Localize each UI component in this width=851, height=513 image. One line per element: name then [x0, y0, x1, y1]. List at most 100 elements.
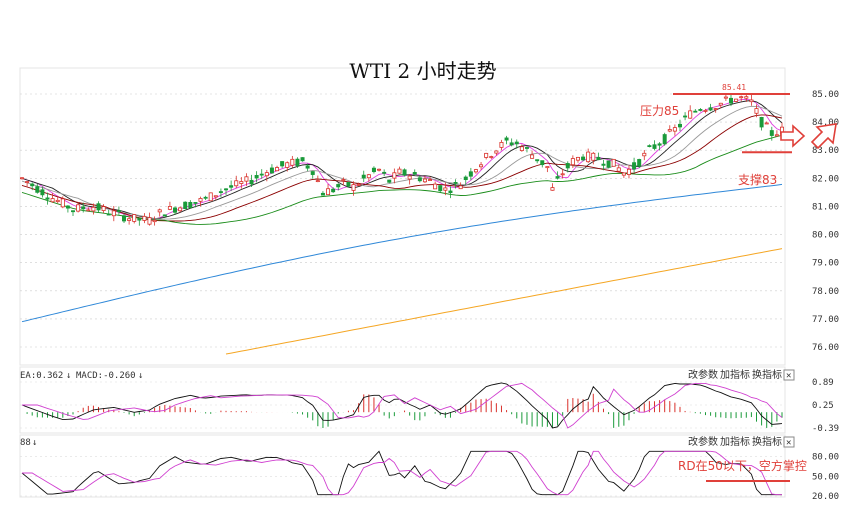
candle-body [167, 206, 172, 210]
macd-tick-label: -0.39 [812, 424, 839, 434]
candle-body [764, 122, 769, 125]
candle-body [708, 107, 713, 111]
rsi-close-icon: ✕ [786, 438, 791, 448]
macd-add-indicator[interactable]: 加指标 [720, 368, 750, 381]
candle-body [224, 188, 229, 191]
candle-body [473, 169, 478, 173]
candle-body [514, 141, 519, 145]
candle-body [142, 215, 147, 221]
macd-change-params[interactable]: 改参数 [688, 368, 718, 381]
candle-body [433, 183, 438, 190]
candle-body [310, 171, 315, 175]
candle-body [407, 175, 412, 180]
candle-body [754, 108, 759, 114]
candle-body [152, 219, 157, 223]
macd-panel [19, 366, 786, 434]
arrow-right-icon [780, 124, 806, 148]
macd-value-down-icon: ↓ [138, 371, 143, 381]
candle-body [19, 177, 24, 180]
candle-body [499, 142, 504, 148]
candle-body [596, 156, 601, 161]
rsi-add-indicator[interactable]: 加指标 [720, 435, 750, 448]
candle-body [45, 197, 50, 200]
candle-body [101, 206, 106, 211]
candle-body [178, 207, 183, 212]
rsi-label: 88 [20, 438, 31, 448]
rsi-d-line [22, 450, 782, 496]
candle-body [361, 174, 366, 179]
candle-body [555, 176, 560, 179]
candle-body [601, 163, 606, 166]
candle-body [698, 109, 703, 111]
y-tick-label: 84.00 [812, 118, 839, 128]
macd-close-box[interactable] [783, 369, 795, 381]
macd-switch-indicator[interactable]: 换指标 [752, 368, 782, 381]
candle-body [193, 202, 198, 204]
candle-body [453, 182, 458, 184]
support-label: 支撑83 [738, 172, 777, 187]
candle-body [382, 171, 387, 174]
candle-body [530, 154, 535, 159]
chart-title: WTI 2 小时走势 [349, 59, 496, 83]
candle-body [402, 169, 407, 176]
candle-body [662, 134, 667, 145]
macd-dif-line [21, 382, 783, 429]
candle-body [86, 209, 91, 212]
candle-body [65, 205, 70, 209]
candle-body [132, 214, 137, 222]
candle-body [55, 199, 60, 203]
candle-body [213, 195, 218, 198]
candle-body [412, 172, 417, 175]
candle-body [111, 210, 116, 217]
candle-body [468, 171, 473, 177]
candle-body [229, 185, 234, 188]
candle-body [759, 116, 764, 128]
candle-body [422, 178, 427, 183]
y-tick-label: 82.00 [812, 174, 839, 184]
macd-value-label: MACD:-0.260 [76, 371, 136, 381]
candle-body [218, 191, 223, 193]
candle-body [739, 96, 744, 99]
candle-body [657, 143, 662, 146]
macd-tick-label: 0.25 [812, 401, 834, 411]
rsi-annotation: RD在50以下，空方掌控 [678, 458, 807, 473]
candle-body [713, 108, 718, 110]
candle-body [81, 206, 86, 210]
candle-body [591, 152, 596, 161]
candle-body [280, 161, 285, 167]
candle-body [489, 156, 494, 158]
y-tick-label: 77.00 [812, 315, 839, 325]
candle-body [71, 210, 76, 213]
candle-body [356, 184, 361, 186]
candle-body [728, 97, 733, 104]
candle-body [734, 98, 739, 102]
candle-body [331, 188, 336, 193]
candle-body [540, 160, 545, 166]
candle-body [249, 179, 254, 185]
candle-body [703, 109, 708, 112]
rsi-down-icon: ↓ [32, 438, 37, 448]
candle-body [234, 180, 239, 187]
macd-tick-label: 0.89 [812, 378, 834, 388]
rsi-switch-indicator[interactable]: 换指标 [752, 435, 782, 448]
candle-body [183, 201, 188, 210]
candle-body [774, 134, 779, 137]
macd-close-icon: ✕ [786, 371, 791, 381]
candle-body [341, 179, 346, 181]
rsi-tick-label: 20.00 [812, 492, 839, 502]
candle-body [305, 165, 310, 169]
candle-body [91, 206, 96, 212]
candle-body [351, 184, 356, 191]
candle-body [769, 130, 774, 136]
candle-body [76, 204, 81, 212]
y-tick-label: 80.00 [812, 231, 839, 241]
candle-body [677, 123, 682, 128]
candle-body [300, 157, 305, 162]
rsi-change-params[interactable]: 改参数 [688, 435, 718, 448]
candle-body [494, 150, 499, 154]
candle-body [550, 187, 555, 191]
candle-body [570, 158, 575, 166]
rsi-close-box[interactable] [783, 436, 795, 448]
candle-body [157, 209, 162, 213]
y-tick-label: 78.00 [812, 287, 839, 297]
